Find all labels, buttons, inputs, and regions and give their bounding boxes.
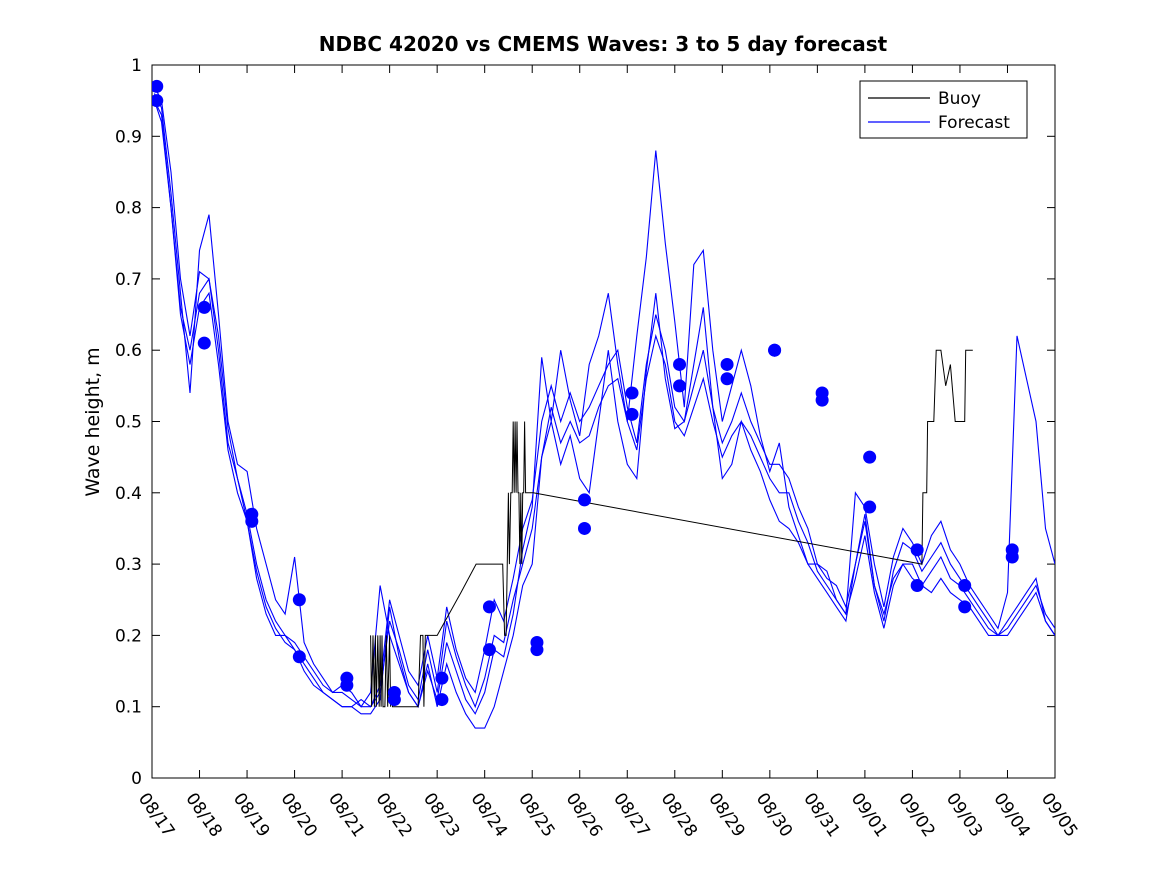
forecast-marker — [673, 379, 687, 393]
y-tick-label: 0.6 — [115, 341, 142, 361]
y-tick-label: 0 — [131, 769, 142, 789]
forecast-marker — [197, 336, 211, 350]
buoy-line — [370, 349, 973, 708]
legend-box — [859, 80, 1028, 139]
y-tick-label: 0.7 — [115, 270, 142, 290]
forecast-marker — [245, 514, 259, 528]
forecast-marker — [387, 693, 401, 707]
forecast-line-3 — [153, 93, 1055, 715]
forecast-marker — [152, 94, 164, 108]
legend-forecast-label: Forecast — [938, 113, 1010, 133]
forecast-marker — [197, 300, 211, 314]
forecast-marker — [530, 643, 544, 657]
forecast-marker — [292, 650, 306, 664]
y-tick-label: 0.8 — [115, 199, 142, 219]
forecast-marker — [577, 521, 591, 535]
forecast-marker — [1005, 550, 1019, 564]
forecast-marker — [292, 593, 306, 607]
forecast-marker — [815, 393, 829, 407]
forecast-marker — [482, 643, 496, 657]
y-tick-label: 0.3 — [115, 555, 142, 575]
forecast-marker — [958, 600, 972, 614]
forecast-marker — [577, 493, 591, 507]
forecast-marker — [910, 578, 924, 592]
forecast-marker — [910, 543, 924, 557]
y-tick-label: 0.2 — [115, 626, 142, 646]
forecast-marker — [482, 600, 496, 614]
chart-title: NDBC 42020 vs CMEMS Waves: 3 to 5 day fo… — [319, 32, 888, 56]
forecast-marker — [152, 79, 164, 93]
forecast-marker — [863, 500, 877, 514]
forecast-marker — [958, 578, 972, 592]
y-tick-label: 1 — [131, 56, 142, 76]
y-tick-label: 0.1 — [115, 698, 142, 718]
legend-buoy-label: Buoy — [938, 89, 981, 109]
forecast-marker — [673, 357, 687, 371]
y-tick-label: 0.9 — [115, 127, 142, 147]
forecast-marker — [435, 693, 449, 707]
data-layer — [152, 79, 1055, 729]
forecast-marker — [340, 678, 354, 692]
legend: Buoy Forecast — [859, 80, 1028, 139]
y-tick-label: 0.5 — [115, 413, 142, 433]
forecast-marker — [720, 357, 734, 371]
forecast-marker — [435, 671, 449, 685]
forecast-line-4 — [153, 100, 1055, 729]
forecast-marker — [768, 343, 782, 357]
y-tick-label: 0.4 — [115, 484, 142, 504]
forecast-marker — [625, 386, 639, 400]
forecast-marker — [863, 450, 877, 464]
forecast-marker — [720, 372, 734, 386]
y-axis-label: Wave height, m — [82, 347, 104, 496]
forecast-marker — [625, 407, 639, 421]
